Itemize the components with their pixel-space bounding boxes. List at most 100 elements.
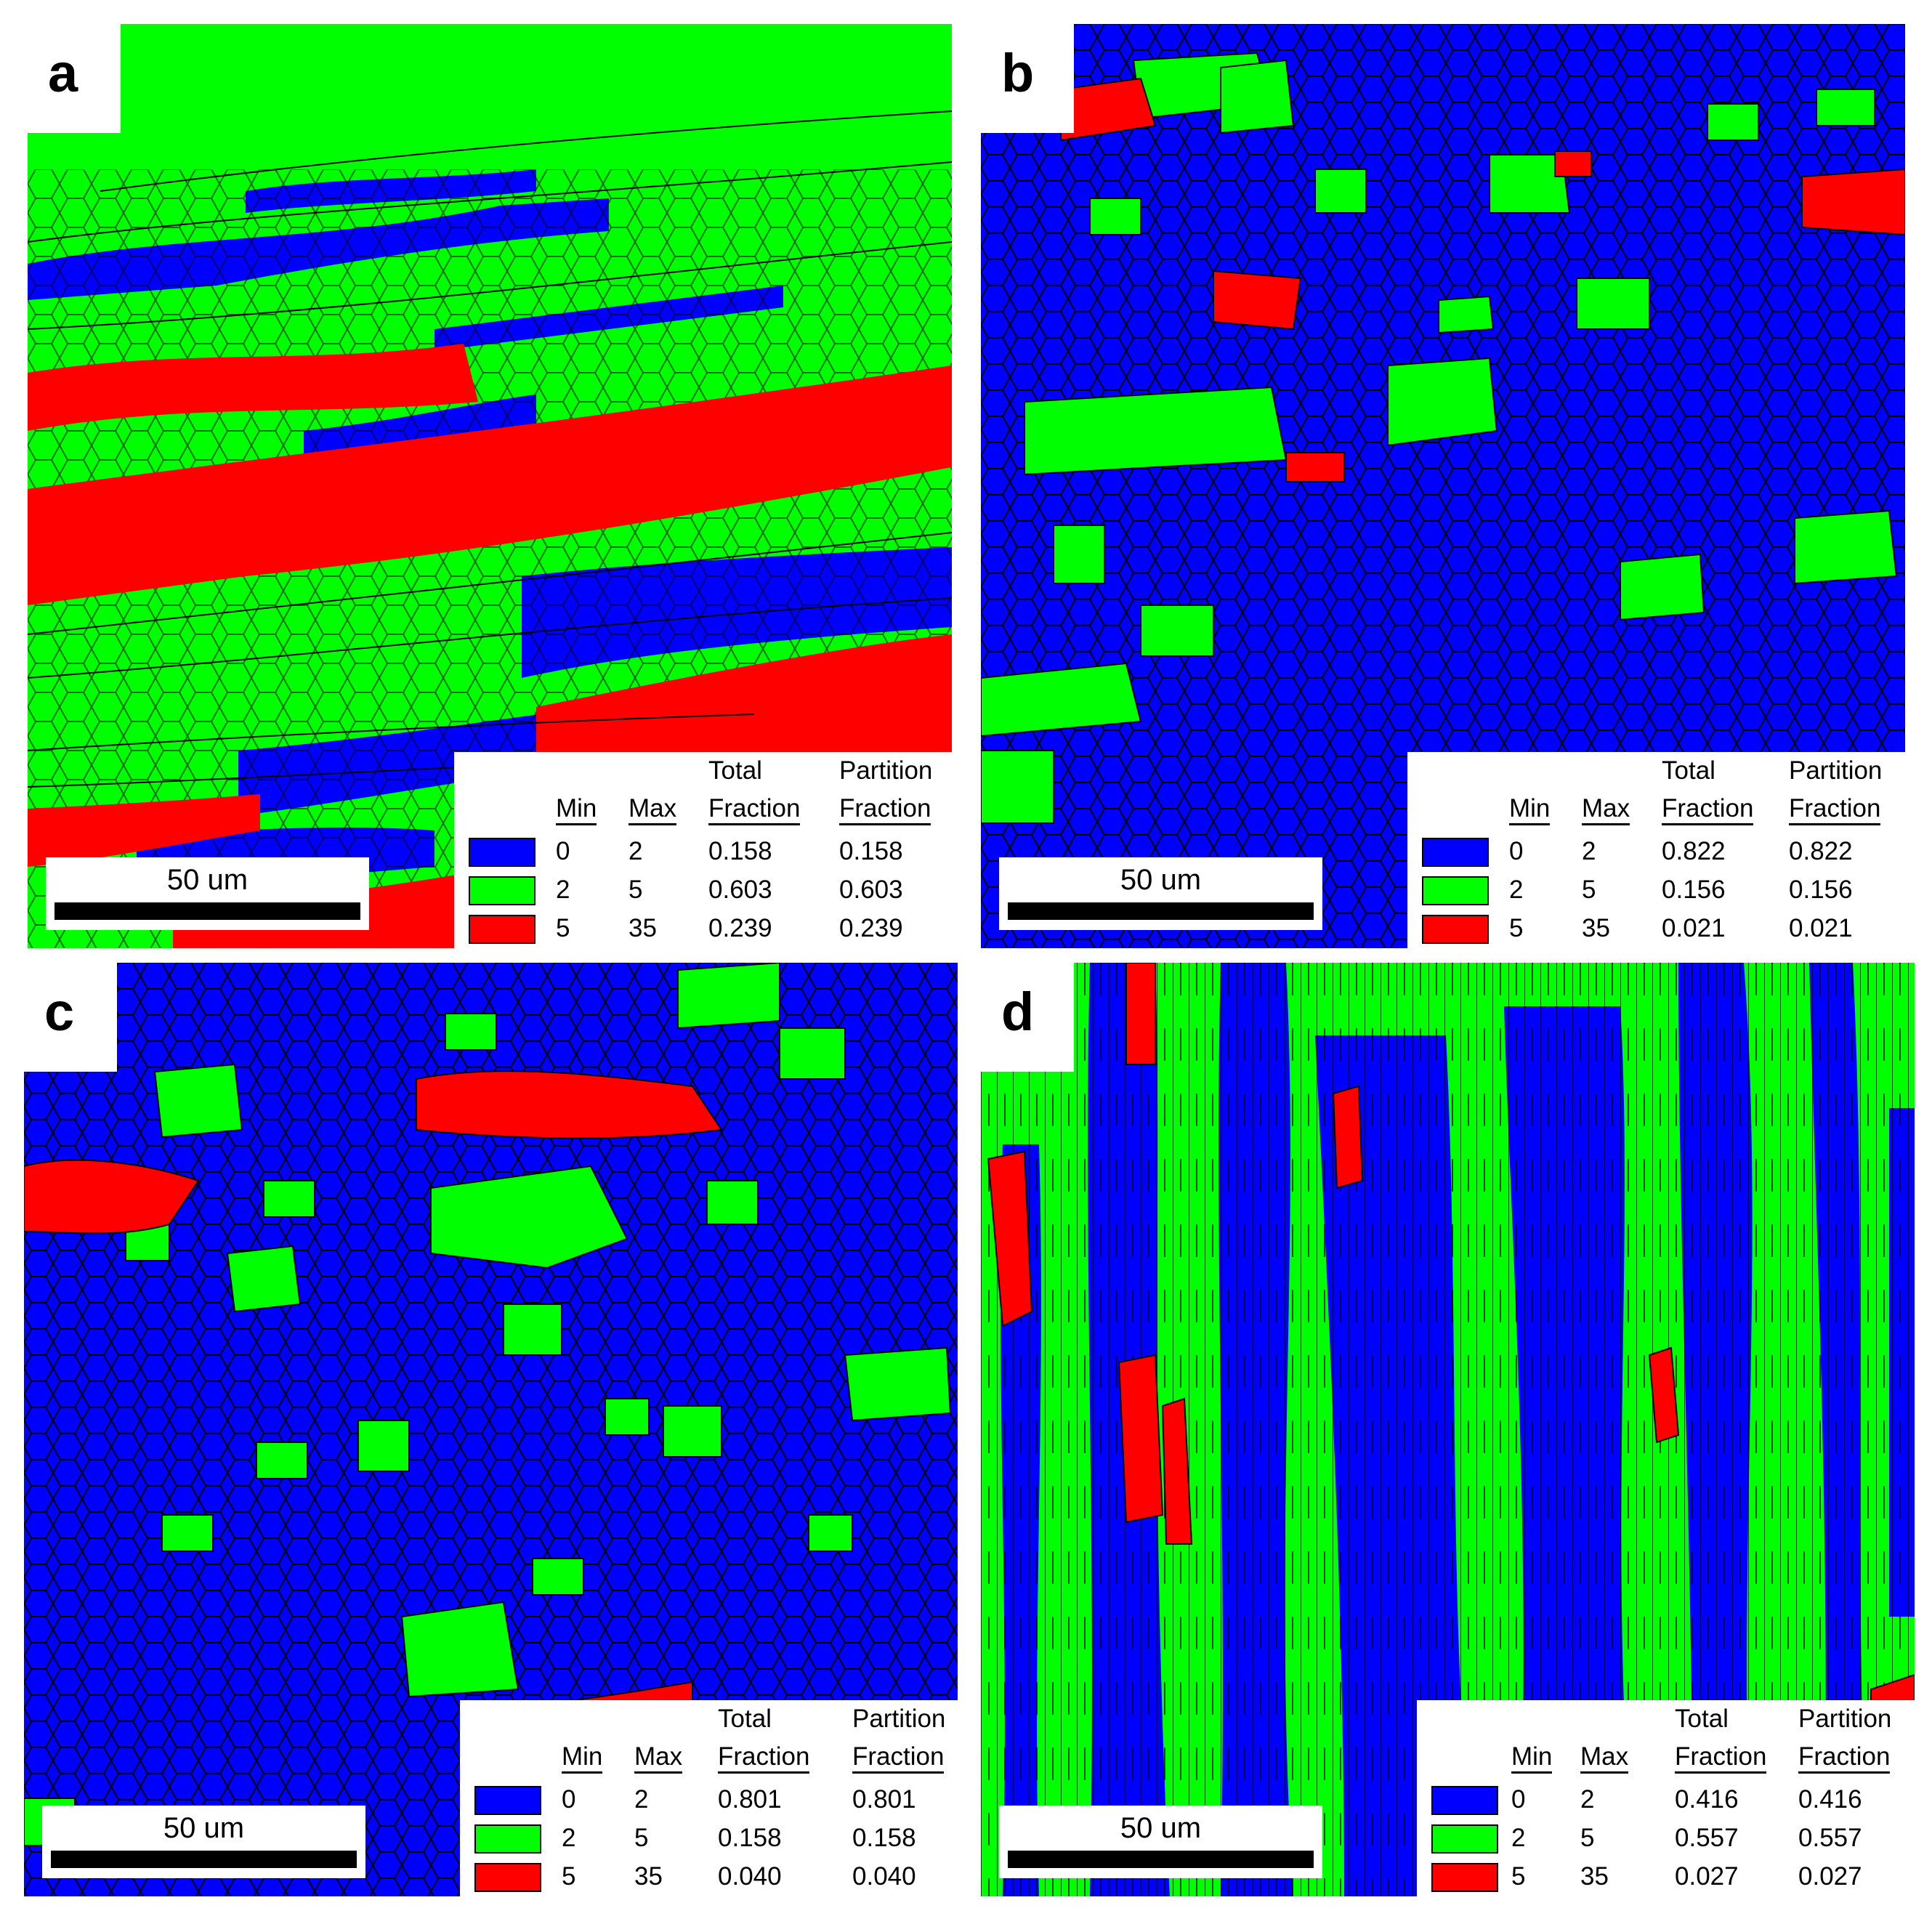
legend-max: 2 (634, 1785, 649, 1814)
legend-row: 5 35 0.239 0.239 (454, 910, 952, 947)
legend-partition: 0.158 (839, 837, 903, 865)
legend-max: 5 (1580, 1824, 1595, 1852)
legend-total: 0.416 (1675, 1785, 1739, 1814)
legend-max: 5 (628, 876, 643, 904)
legend-total: 0.801 (718, 1785, 782, 1814)
legend-swatch-green (1422, 876, 1489, 905)
legend-swatch-green (469, 876, 535, 905)
panel-c: c 50 um Total Partition Min Max Fraction… (24, 963, 958, 1896)
legend-col-partition-fraction: Fraction (839, 794, 931, 825)
legend-partition: 0.027 (1798, 1862, 1862, 1891)
legend-row: 2 5 0.156 0.156 (1407, 872, 1905, 908)
scale-bar-label: 50 um (163, 1812, 245, 1844)
legend-min: 0 (562, 1785, 576, 1814)
scale-bar-label: 50 um (166, 864, 248, 896)
legend-partition: 0.801 (852, 1785, 916, 1814)
legend-min: 5 (1509, 914, 1524, 942)
legend-swatch-blue (469, 838, 535, 867)
legend-max: 35 (1582, 914, 1610, 942)
legend-total: 0.021 (1662, 914, 1726, 942)
legend-row: 5 35 0.021 0.021 (1407, 910, 1905, 947)
legend-total: 0.158 (708, 837, 772, 865)
legend-header-total: Total (708, 756, 762, 785)
legend-min: 2 (556, 876, 570, 904)
legend-partition: 0.021 (1789, 914, 1853, 942)
legend-min: 2 (1511, 1824, 1526, 1852)
scale-bar-label: 50 um (1120, 1812, 1202, 1844)
legend-partition: 0.822 (1789, 837, 1853, 865)
legend-max: 35 (628, 914, 657, 942)
legend-col-min: Min (1511, 1742, 1553, 1774)
legend-header-total: Total (718, 1705, 772, 1733)
panel-letter-box: d (981, 963, 1074, 1072)
legend-col-min: Min (562, 1742, 603, 1774)
legend-col-total-fraction: Fraction (718, 1742, 810, 1774)
legend-row: 2 5 0.557 0.557 (1417, 1820, 1915, 1856)
legend-partition: 0.156 (1789, 876, 1853, 904)
legend: Total Partition Min Max Fraction Fractio… (454, 752, 952, 948)
scale-bar: 50 um (999, 857, 1322, 930)
scale-bar: 50 um (46, 857, 369, 930)
legend-col-total-fraction: Fraction (708, 794, 801, 825)
legend-row: 0 2 0.416 0.416 (1417, 1782, 1915, 1818)
legend-col-max: Max (1582, 794, 1630, 825)
legend-min: 2 (1509, 876, 1524, 904)
legend-max: 2 (628, 837, 643, 865)
legend-col-partition-fraction: Fraction (1789, 794, 1881, 825)
legend-swatch-green (474, 1824, 541, 1854)
legend-min: 2 (562, 1824, 576, 1852)
legend-max: 5 (634, 1824, 649, 1852)
legend-total: 0.603 (708, 876, 772, 904)
legend-swatch-blue (1431, 1786, 1498, 1815)
legend-header-total: Total (1675, 1705, 1729, 1733)
legend-total: 0.158 (718, 1824, 782, 1852)
legend-max: 35 (634, 1862, 663, 1891)
panel-letter-box: c (24, 963, 117, 1072)
legend-min: 5 (556, 914, 570, 942)
legend-header-partition: Partition (839, 756, 933, 785)
legend-col-min: Min (556, 794, 597, 825)
legend-row: 0 2 0.801 0.801 (460, 1782, 958, 1818)
scale-bar-line (54, 902, 360, 920)
legend-header-total: Total (1662, 756, 1715, 785)
legend-swatch-red (469, 915, 535, 944)
panel-d: d 50 um Total Partition Min Max Fraction… (981, 963, 1915, 1896)
legend-col-partition-fraction: Fraction (1798, 1742, 1891, 1774)
legend-row: 5 35 0.040 0.040 (460, 1859, 958, 1895)
legend-swatch-blue (1422, 838, 1489, 867)
panel-a: a 50 um Total Partition Min Max Fraction… (28, 24, 952, 948)
legend-min: 0 (1509, 837, 1524, 865)
legend-min: 0 (556, 837, 570, 865)
scale-bar-line (1008, 1851, 1314, 1868)
legend-partition: 0.416 (1798, 1785, 1862, 1814)
legend-partition: 0.239 (839, 914, 903, 942)
legend-min: 0 (1511, 1785, 1526, 1814)
legend-max: 35 (1580, 1862, 1609, 1891)
legend-row: 0 2 0.822 0.822 (1407, 833, 1905, 870)
legend-swatch-red (1422, 915, 1489, 944)
legend-col-total-fraction: Fraction (1675, 1742, 1767, 1774)
legend-header-partition: Partition (852, 1705, 946, 1733)
legend-total: 0.040 (718, 1862, 782, 1891)
legend-max: 2 (1580, 1785, 1595, 1814)
legend-swatch-red (1431, 1863, 1498, 1892)
scale-bar-line (1008, 902, 1314, 920)
legend-header-partition: Partition (1798, 1705, 1892, 1733)
legend-row: 0 2 0.158 0.158 (454, 833, 952, 870)
legend: Total Partition Min Max Fraction Fractio… (1417, 1700, 1915, 1896)
legend: Total Partition Min Max Fraction Fractio… (460, 1700, 958, 1896)
legend: Total Partition Min Max Fraction Fractio… (1407, 752, 1905, 948)
legend-min: 5 (1511, 1862, 1526, 1891)
legend-partition: 0.040 (852, 1862, 916, 1891)
panel-letter: a (48, 43, 78, 103)
legend-row: 2 5 0.158 0.158 (460, 1820, 958, 1856)
panel-letter: d (1001, 982, 1035, 1042)
legend-total: 0.557 (1675, 1824, 1739, 1852)
legend-col-max: Max (1580, 1742, 1629, 1774)
legend-swatch-red (474, 1863, 541, 1892)
scale-bar: 50 um (999, 1806, 1322, 1878)
scale-bar-line (51, 1851, 357, 1868)
legend-col-max: Max (634, 1742, 683, 1774)
legend-row: 5 35 0.027 0.027 (1417, 1859, 1915, 1895)
legend-row: 2 5 0.603 0.603 (454, 872, 952, 908)
